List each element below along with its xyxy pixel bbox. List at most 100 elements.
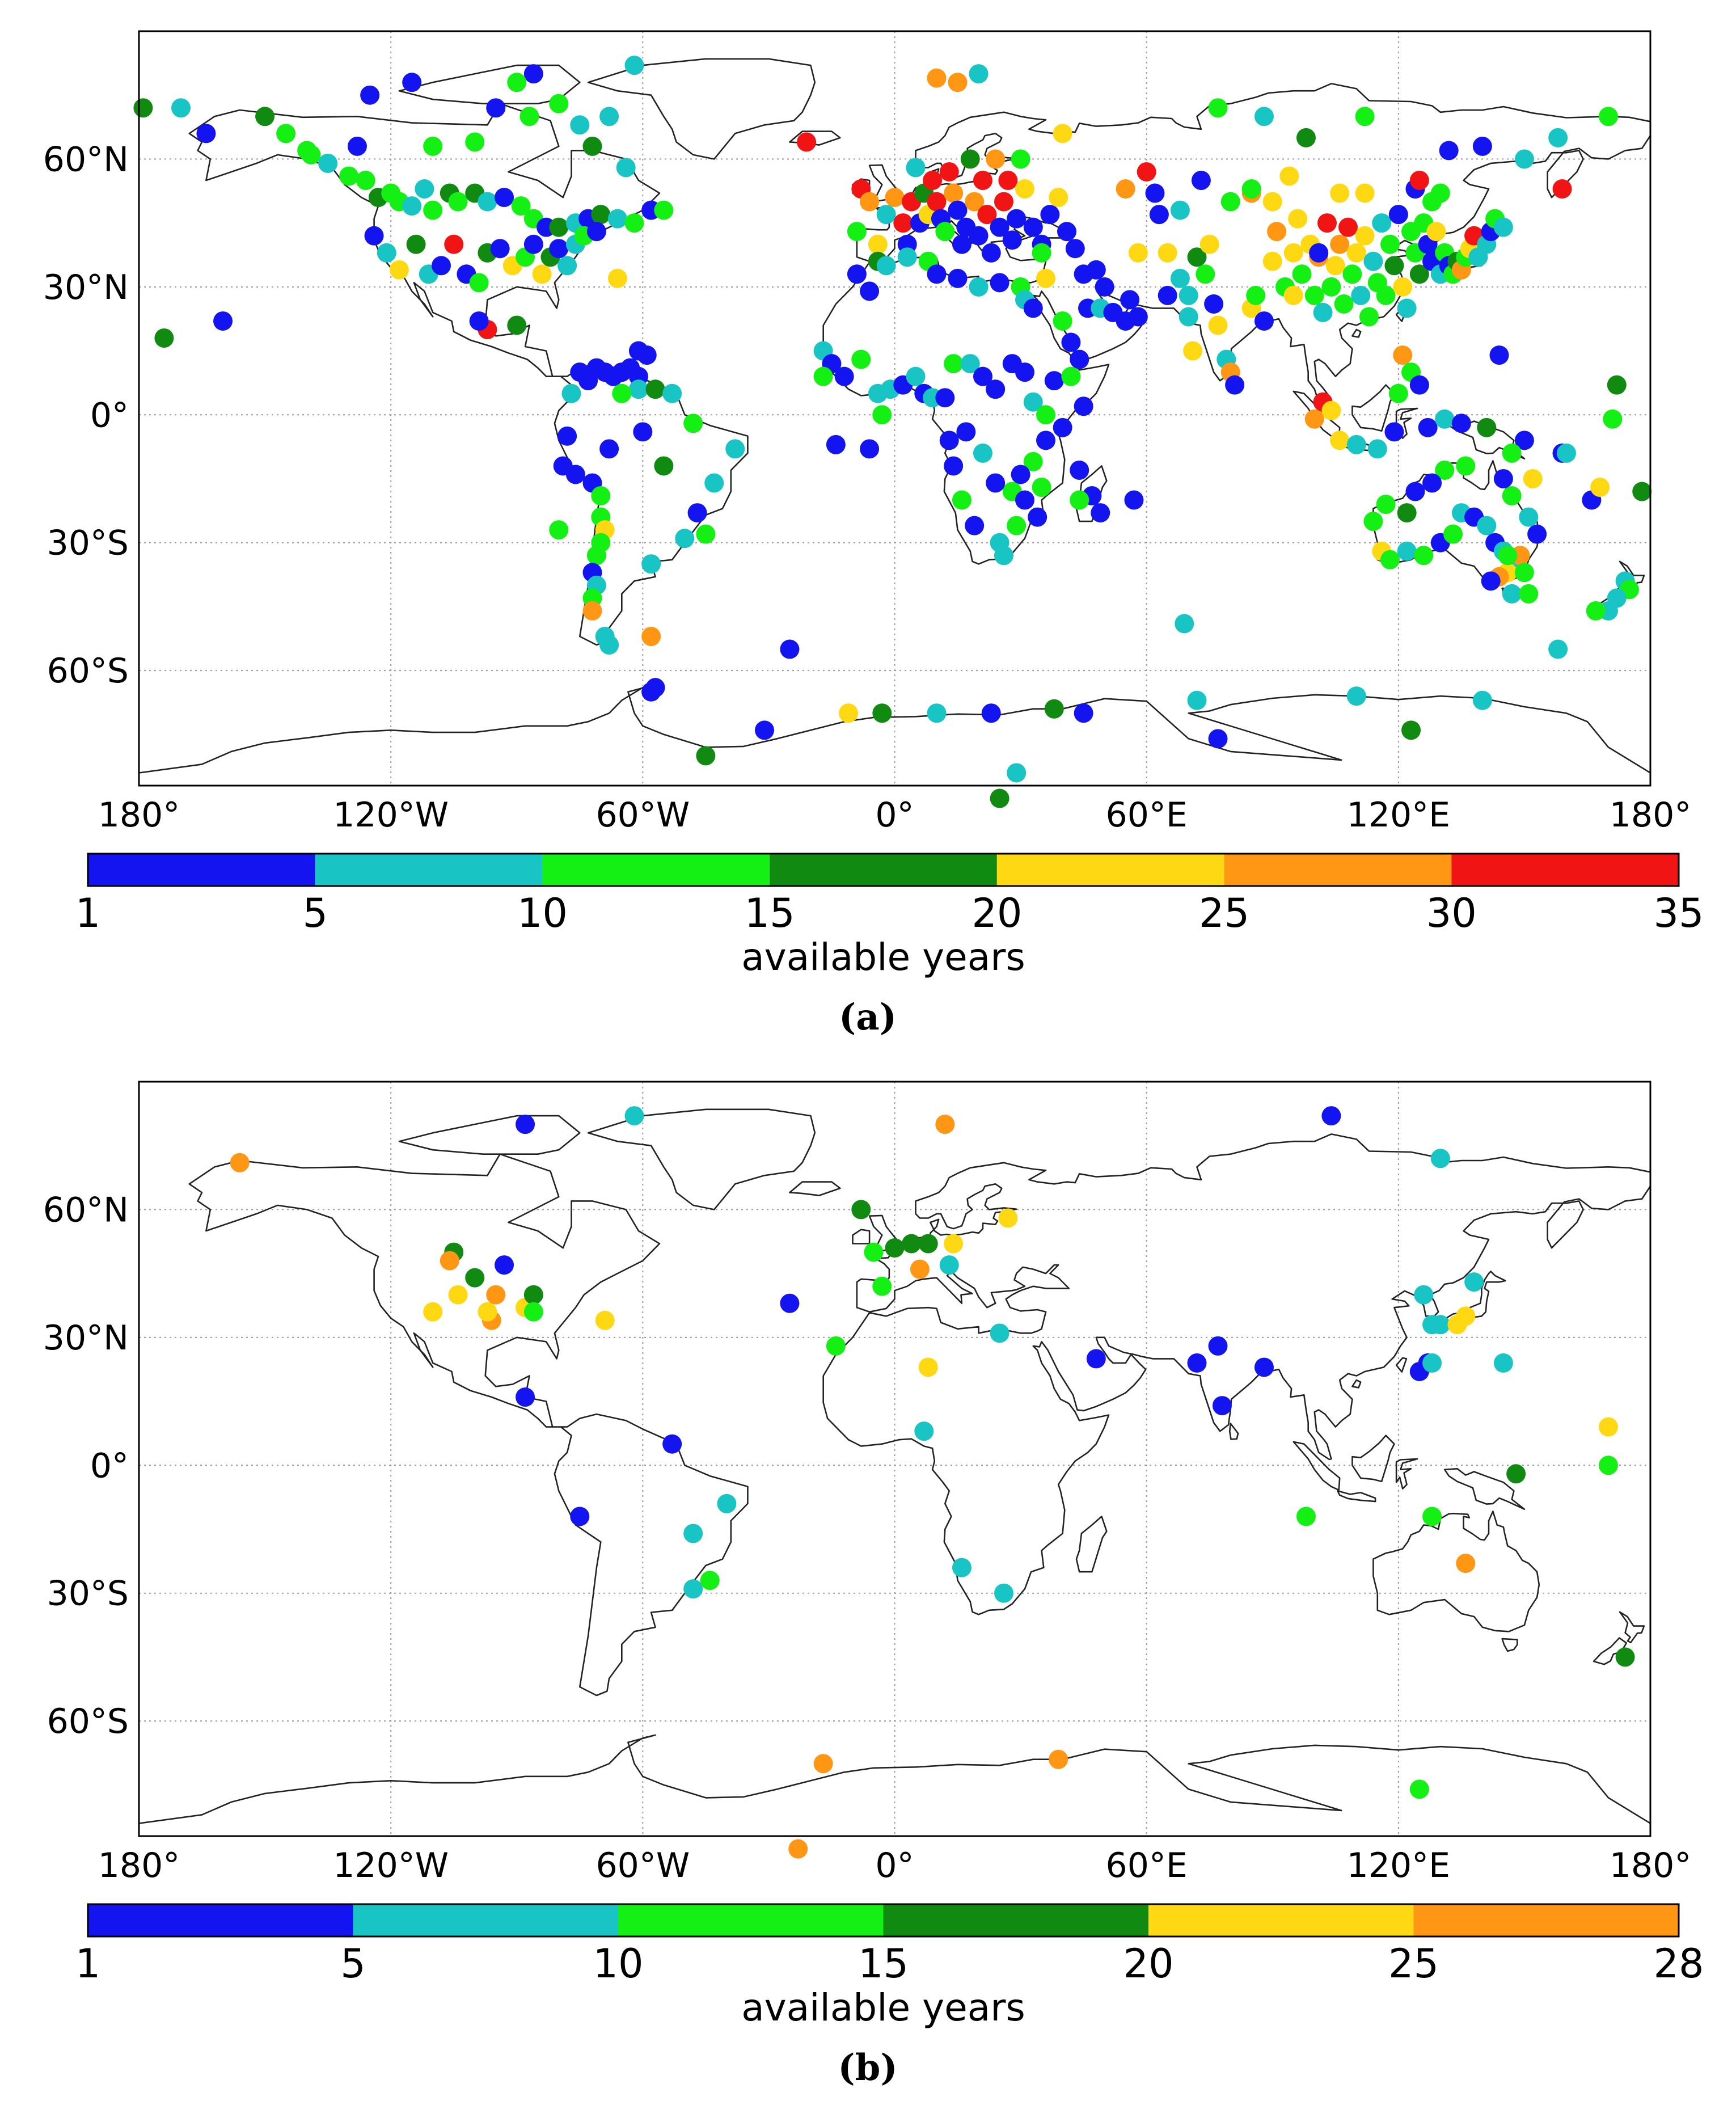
station-marker [570,115,590,135]
station-marker [628,341,648,361]
station-marker [1288,209,1308,229]
station-marker [662,383,682,403]
station-marker [507,73,527,92]
colorbar-segment [353,1904,618,1937]
station-marker [641,627,661,647]
station-marker [1095,277,1114,297]
station-marker [478,192,497,212]
station-marker [1514,563,1534,583]
colorbar-tick-label: 5 [302,890,328,936]
station-marker [1208,315,1228,335]
station-marker [1007,516,1027,535]
station-marker [624,213,644,233]
station-marker [1393,345,1413,365]
station-marker [628,379,648,399]
station-marker [847,264,867,284]
station-marker [1502,486,1522,506]
station-marker [1464,1272,1484,1292]
station-marker [1158,243,1177,263]
station-marker [402,73,422,92]
station-marker [1330,234,1350,254]
station-marker [486,1285,506,1305]
station-marker [969,277,989,297]
coastline [398,1115,581,1155]
station-marker [1615,1647,1635,1667]
station-marker [516,1115,535,1134]
station-marker [389,260,409,280]
station-marker [1334,294,1354,314]
station-marker [918,1357,938,1377]
station-marker [990,788,1010,808]
station-marker [406,234,426,254]
station-marker [1519,584,1539,604]
y-tick-label: 60°S [47,651,129,691]
station-marker [1384,422,1404,442]
station-marker [255,107,275,126]
station-marker [1023,217,1043,237]
station-marker [171,98,191,118]
station-marker [948,200,968,220]
station-marker [645,379,665,399]
station-marker [1199,234,1219,254]
station-marker [994,546,1013,566]
x-tick-label: 60°E [1106,795,1188,835]
station-marker [511,196,531,216]
station-marker [935,222,955,242]
station-marker [1397,298,1417,318]
station-marker [1023,298,1043,318]
station-marker [1313,302,1333,322]
station-marker [1435,409,1455,429]
station-marker [1418,417,1438,437]
station-marker [154,328,174,348]
station-marker [1430,1149,1450,1168]
station-marker [532,264,552,284]
station-marker [633,422,653,442]
station-marker [1065,239,1085,259]
station-marker [939,431,959,450]
station-marker [1208,1336,1228,1356]
station-marker [1070,349,1089,369]
colorbar-segment [618,1904,884,1937]
station-marker [1011,465,1030,484]
station-marker [994,192,1013,212]
station-marker [1086,260,1106,280]
station-marker [465,132,485,152]
station-marker [1283,243,1303,263]
station-marker [990,217,1010,237]
station-marker [586,222,606,242]
station-marker [1556,443,1576,463]
station-marker [1330,183,1350,203]
station-marker [1279,166,1299,186]
station-marker [1225,375,1245,395]
station-marker [1493,1353,1513,1373]
station-marker [1481,571,1501,591]
x-tick-label: 0° [875,795,914,835]
station-marker [595,1310,615,1330]
colorbar-tick-label: 28 [1653,1940,1704,1987]
station-marker [1032,243,1051,263]
station-marker [432,256,451,276]
station-marker [965,516,985,535]
y-tick-label: 0° [90,1446,129,1486]
station-marker [914,1421,934,1441]
station-marker [549,520,569,540]
station-marker [1397,503,1417,523]
station-marker [582,136,602,156]
station-marker [1036,431,1055,450]
station-marker [797,132,817,152]
station-marker [616,158,636,178]
station-marker [523,1285,543,1305]
station-marker [1241,179,1261,199]
colorbar-segment [315,854,543,886]
station-marker [523,234,543,254]
station-marker [1317,213,1337,233]
station-marker [1632,482,1652,501]
station-marker [1170,268,1190,288]
coastline [1075,1516,1108,1573]
coastline [1351,1435,1395,1483]
station-marker [902,1234,922,1254]
station-marker [624,1106,644,1126]
station-marker [860,439,880,459]
station-marker [1175,614,1194,634]
